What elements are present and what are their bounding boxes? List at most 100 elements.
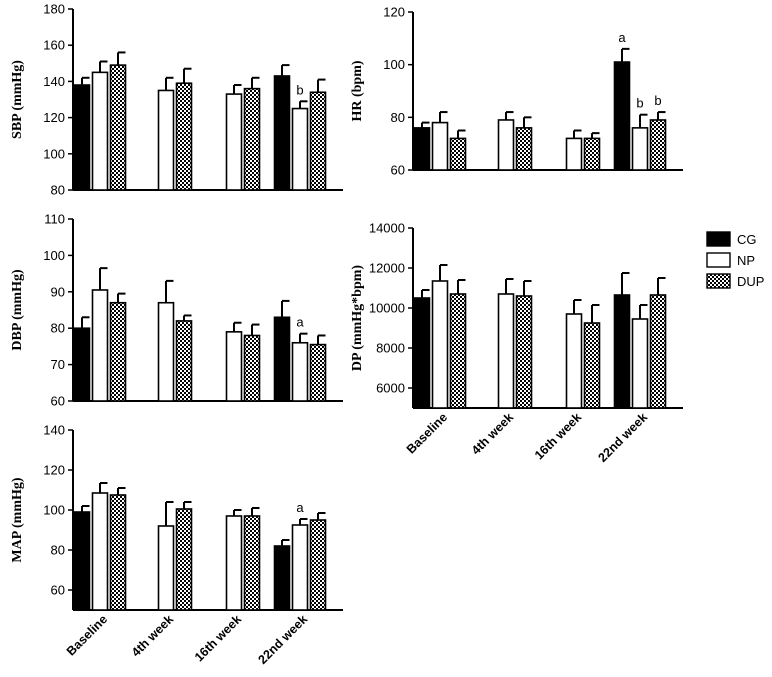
dbp-bar-cg (73, 327, 91, 402)
sbp-ytick-label: 120 (43, 110, 65, 125)
dp-chart: 6000 8000 10000 12000 14000 DP (mmHg*bpm) Base… (350, 221, 683, 465)
sbp-ytick-label: 160 (43, 38, 65, 53)
hr-bar-dup (449, 137, 467, 171)
map-bar-np (91, 492, 109, 611)
map-bar-np (291, 524, 309, 611)
dp-bar-cg (613, 294, 631, 409)
hr-annotation: b (636, 96, 643, 111)
dbp-chart: 60 70 80 90 100 110 DBP (mmHg) a (10, 212, 343, 409)
sbp-ytick-label: 180 (43, 2, 65, 17)
dp-bar-np (497, 293, 515, 409)
sbp-annotation: b (296, 82, 303, 97)
sbp-bar-np (91, 71, 109, 191)
map-category-label: 22nd week (256, 612, 311, 667)
map-category-label: 4th week (129, 612, 176, 659)
dp-category-label: 16th week (532, 410, 584, 462)
dbp-bar-dup (109, 301, 127, 402)
dbp-ytick-label: 100 (43, 248, 65, 263)
map-bar-dup (109, 494, 127, 611)
sbp-bar-dup (309, 91, 327, 191)
sbp-bar-cg (73, 84, 91, 191)
dbp-ylabel: DBP (mmHg) (10, 269, 25, 351)
map-ytick-label: 80 (51, 543, 65, 558)
hr-ytick-label: 80 (391, 110, 405, 125)
map-annotation: a (296, 500, 304, 515)
hr-annotation: b (654, 93, 661, 108)
map-bar-cg (73, 511, 91, 611)
hr-bar-np (431, 121, 449, 171)
sbp-chart: 80 100 120 140 160 180 SBP (mmHg) b (10, 2, 343, 198)
map-bar-np (157, 525, 175, 611)
sbp-ytick-label: 80 (51, 183, 65, 198)
hr-bar-dup (649, 119, 667, 171)
dbp-ytick-label: 110 (44, 212, 65, 227)
dp-ylabel: DP (mmHg*bpm) (350, 265, 365, 372)
sbp-bar-np (291, 107, 309, 191)
dp-bar-np (631, 318, 649, 409)
dbp-ytick-label: 70 (51, 357, 65, 372)
dbp-bar-np (225, 331, 243, 402)
map-bar-np (225, 515, 243, 611)
legend-label-dup: DUP (737, 274, 764, 289)
hr-chart: 60 80 100 120 HR (bpm) a b b (350, 5, 683, 178)
sbp-bar-dup (109, 64, 127, 191)
map-ylabel: MAP (mmHg) (10, 477, 25, 562)
map-ytick-label: 140 (43, 423, 65, 438)
dp-ytick-label: 14000 (369, 221, 405, 236)
hr-annotation: a (618, 30, 626, 45)
sbp-bar-dup (175, 82, 193, 191)
dp-ytick-label: 6000 (376, 381, 405, 396)
dbp-bar-dup (309, 343, 327, 402)
dp-bar-cg (413, 297, 431, 409)
legend: CG NP DUP (706, 231, 764, 289)
hr-ytick-label: 60 (391, 163, 405, 178)
dp-ytick-label: 8000 (376, 341, 405, 356)
map-bar-cg (273, 545, 291, 611)
map-chart: 60 80 100 120 140 MAP (mmHg) a Baseline 4th week… (10, 423, 343, 667)
dp-bar-dup (649, 294, 667, 409)
hr-ylabel: HR (bpm) (350, 60, 365, 121)
sbp-ytick-label: 100 (43, 146, 65, 161)
dbp-bar-np (291, 341, 309, 402)
sbp-bar-np (225, 93, 243, 191)
dbp-bar-dup (175, 320, 193, 402)
dp-category-label: 22nd week (596, 410, 651, 465)
legend-label-cg: CG (737, 232, 757, 247)
legend-swatch-cg (706, 231, 731, 247)
sbp-bar-np (157, 89, 175, 191)
hr-bar-dup (515, 127, 533, 171)
map-bar-dup (309, 519, 327, 611)
sbp-bar-cg (273, 75, 291, 191)
hr-bar-np (565, 137, 583, 171)
dbp-bar-cg (273, 316, 291, 402)
map-ytick-label: 120 (43, 463, 65, 478)
map-category-label: Baseline (64, 612, 110, 658)
dp-bar-dup (583, 322, 601, 409)
hr-bar-cg (613, 61, 631, 171)
dp-ytick-label: 12000 (369, 261, 405, 276)
map-ytick-label: 60 (51, 583, 65, 598)
sbp-ytick-label: 140 (43, 74, 65, 89)
map-bar-dup (175, 508, 193, 611)
dp-category-label: 4th week (469, 410, 516, 457)
dbp-bar-dup (243, 334, 261, 402)
hr-ytick-label: 120 (383, 5, 405, 20)
hr-bar-np (497, 119, 515, 171)
dbp-ytick-label: 60 (51, 394, 65, 409)
dbp-bar-np (91, 289, 109, 402)
legend-swatch-dup (706, 273, 731, 289)
legend-label-np: NP (737, 253, 755, 268)
dp-bar-np (431, 280, 449, 409)
hr-ytick-label: 100 (383, 57, 405, 72)
sbp-bar-dup (243, 87, 261, 191)
dbp-annotation: a (296, 315, 304, 330)
legend-swatch-np (706, 252, 731, 268)
dp-category-label: Baseline (404, 410, 450, 456)
hr-bar-cg (413, 127, 431, 171)
hr-bar-np (631, 127, 649, 171)
hr-bar-dup (583, 137, 601, 171)
map-ytick-label: 100 (43, 503, 65, 518)
sbp-ylabel: SBP (mmHg) (10, 60, 25, 139)
map-bar-dup (243, 515, 261, 611)
